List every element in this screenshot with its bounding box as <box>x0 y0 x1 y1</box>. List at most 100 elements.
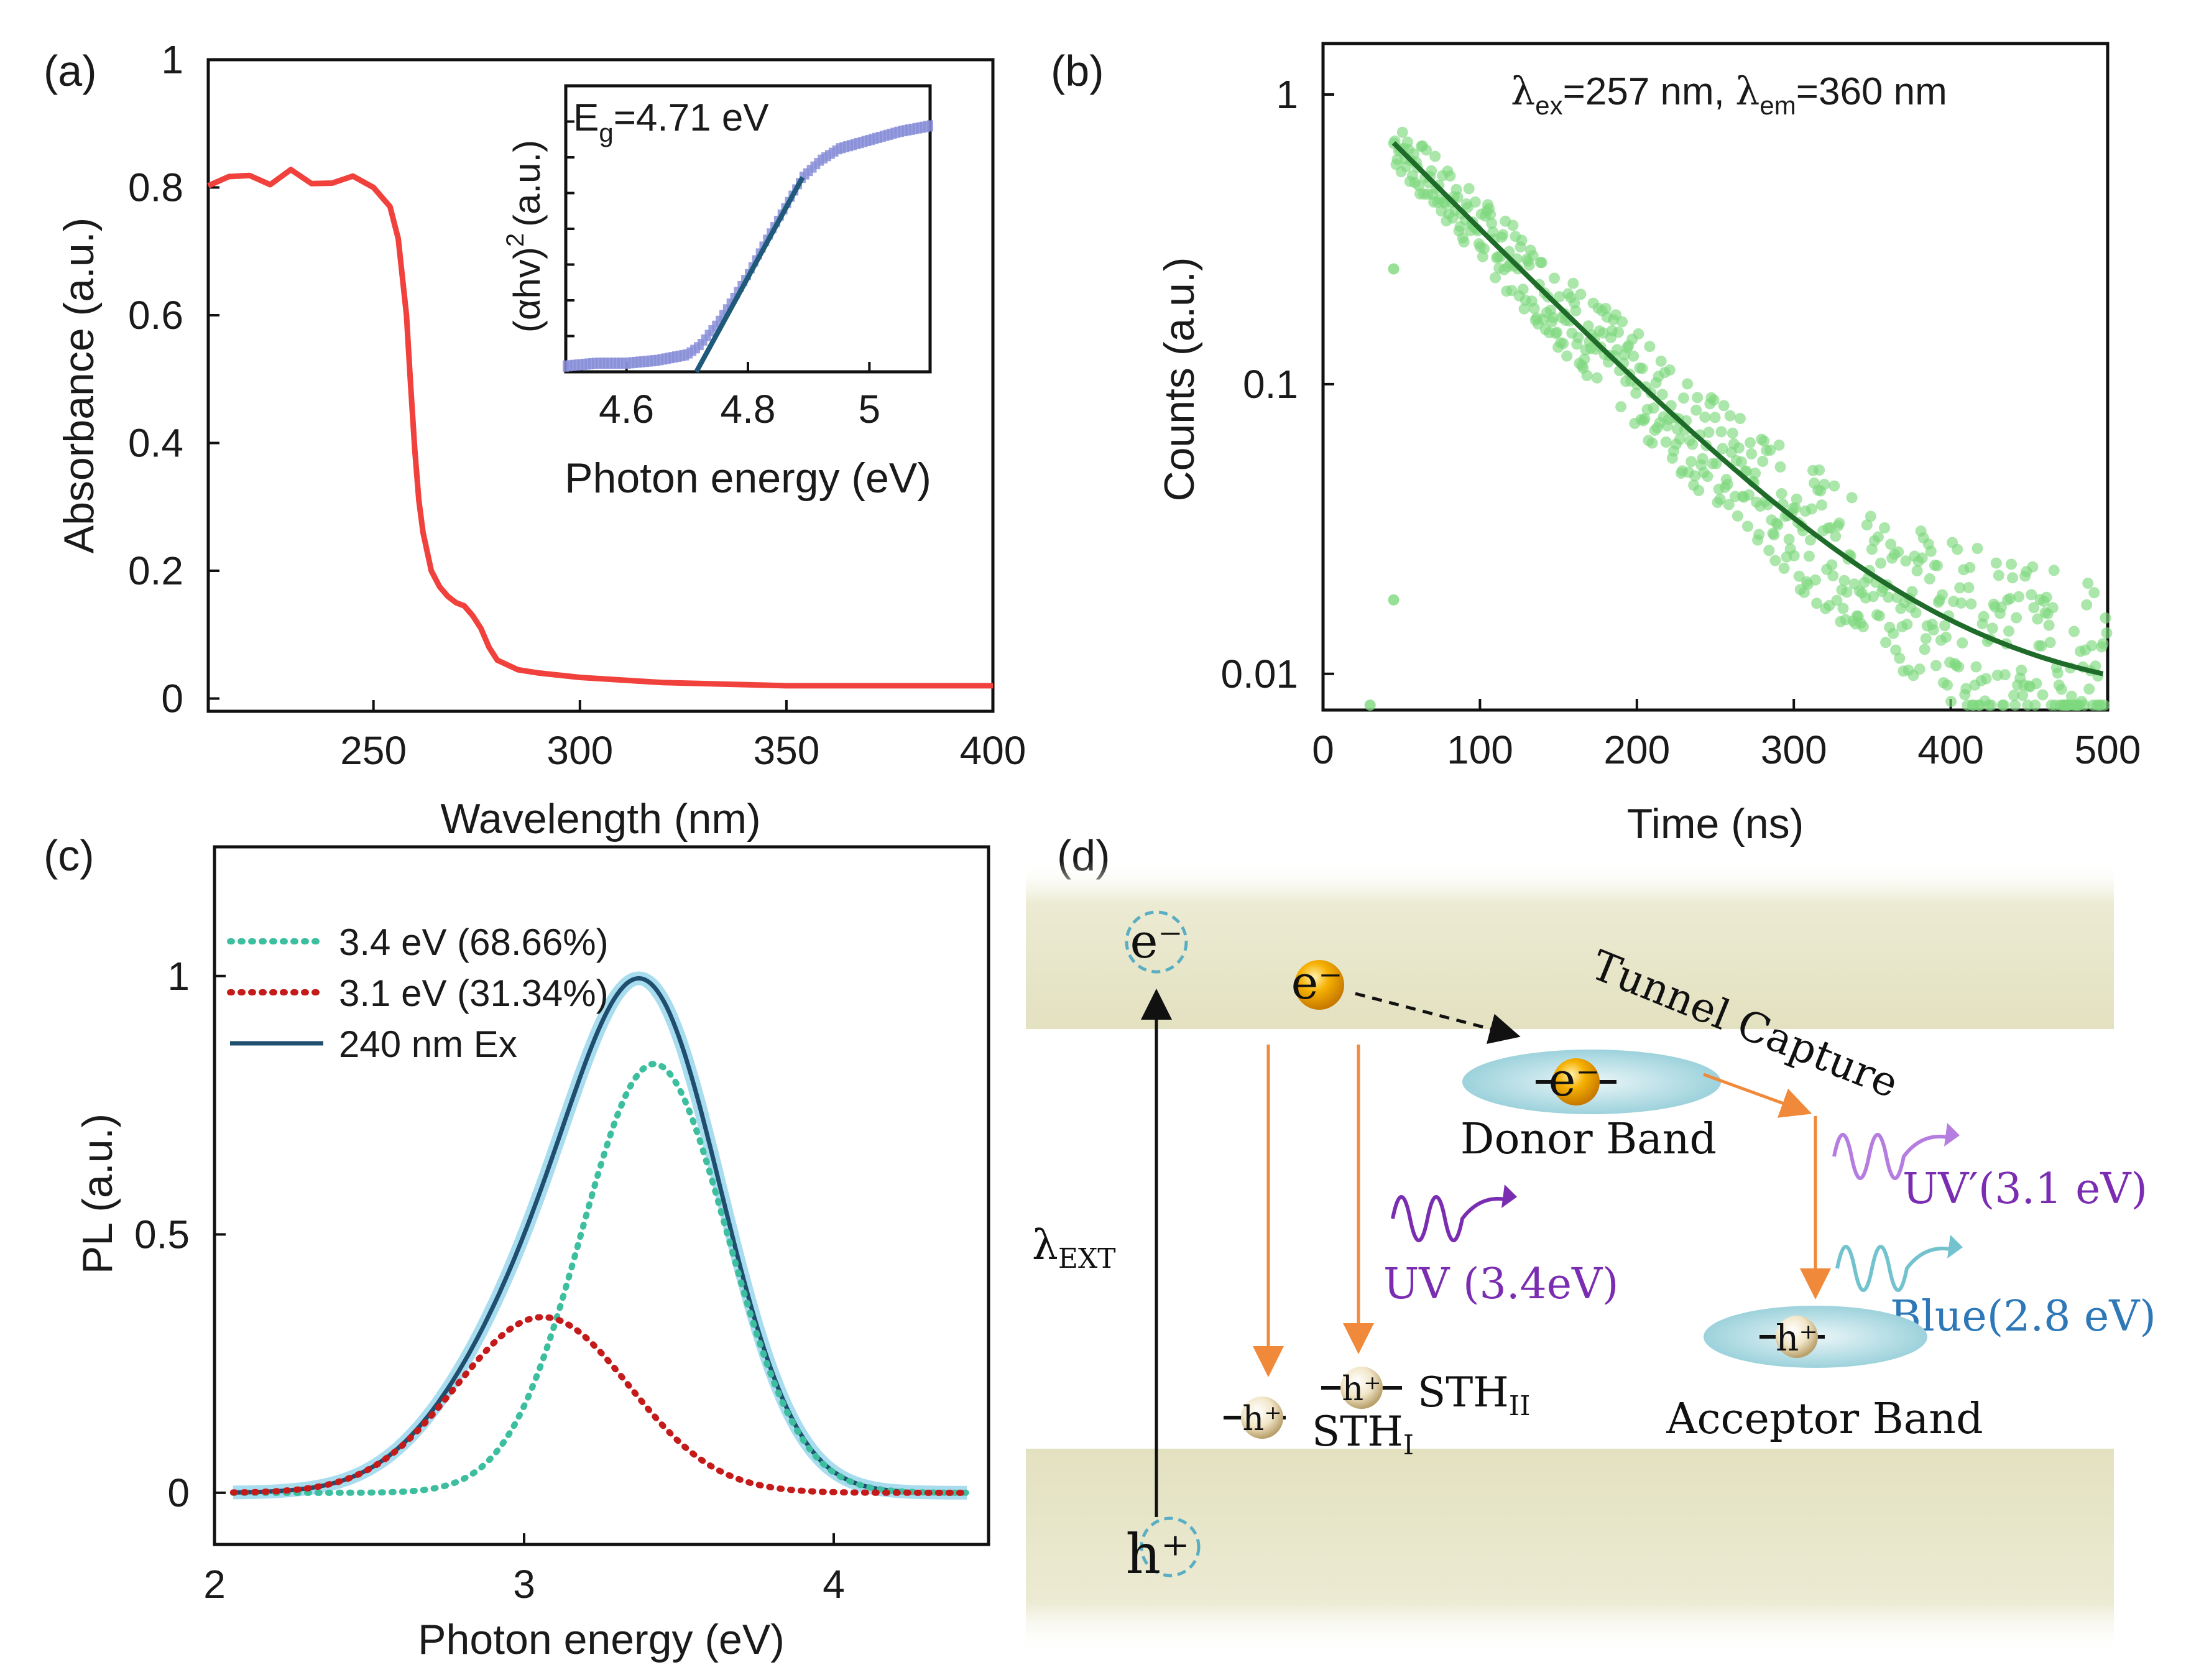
panel-b-data-point <box>1549 272 1560 284</box>
panel-b-data-point <box>1873 531 1884 543</box>
panel-b-data-point <box>1717 443 1728 455</box>
panel-b-data-point <box>1630 387 1642 399</box>
panel-b-data-point <box>1776 488 1787 499</box>
panel-b-data-point <box>2101 627 2113 639</box>
panel-b-axes-frame <box>1321 42 2110 712</box>
panel-b-data-point <box>2081 599 2093 611</box>
inset-frame <box>564 84 932 374</box>
inset-data-point <box>602 358 609 369</box>
panel-b-data-point <box>1995 601 2007 613</box>
inset-data-point <box>854 137 860 149</box>
inset-data-point <box>803 168 809 180</box>
inset-data-point <box>675 350 682 362</box>
panel-b-data-point <box>1458 236 1470 248</box>
inset-data-point <box>620 358 627 369</box>
inset-data-point <box>573 359 580 371</box>
panel-b-data-point <box>2016 665 2027 676</box>
panel-b-data-point <box>1575 288 1587 300</box>
panel-b-data-point <box>2011 612 2022 624</box>
panel-b-data-point <box>1875 557 1886 569</box>
panel-b-ylabel: Counts (a.u.) <box>1156 257 1203 501</box>
inset-data-point <box>872 132 879 144</box>
panel-b-data-point <box>1814 464 1825 476</box>
inset-data-point <box>595 358 602 369</box>
inset-data-point <box>617 358 624 369</box>
panel-c-series-3-1ev <box>229 1314 971 1496</box>
panel-b-data-point <box>2044 637 2056 648</box>
uv-wave-arrowhead <box>1501 1184 1517 1208</box>
inset-data-point <box>653 354 660 366</box>
panel-b-data-point <box>1690 404 1702 416</box>
panel-a-xlabel: Wavelength (nm) <box>440 795 760 842</box>
inset-data-point <box>923 121 930 132</box>
panel-b-data-point <box>1953 661 1965 673</box>
uv-label: UV (3.4eV) <box>1383 1260 1619 1309</box>
inset-data-point <box>716 315 722 327</box>
panel-b-data-point <box>2009 699 2021 711</box>
panel-b-data-point <box>1939 620 1950 632</box>
panel-b-data-point <box>2088 587 2100 599</box>
panel-b-data-point <box>1986 622 1998 634</box>
panel-b-data-point <box>2007 572 2018 584</box>
inset-data-point <box>566 360 573 372</box>
panel-b-data-point <box>1998 699 2009 711</box>
panel-b-data-point <box>1970 661 1982 673</box>
inset-data-point <box>632 356 639 368</box>
panel-b-data-point <box>1937 589 1948 601</box>
panel-b-data-point <box>1999 669 2011 681</box>
panel-b: (b) 0 100 200 300 400 500 0.01 0.1 1 λex=257 nm,… <box>1051 42 2141 847</box>
inset-data-point <box>916 122 923 134</box>
panel-b-data-point <box>2047 602 2059 614</box>
inset-ticks: 4.6 4.8 5 <box>566 120 880 432</box>
panel-a-xtick-label: 300 <box>546 728 613 773</box>
panel-a-xtick-label: 350 <box>754 728 820 773</box>
acceptor-hole-label: h⁺ <box>1776 1317 1818 1359</box>
panel-b-data-point <box>1613 326 1624 338</box>
panel-b-xtick-label: 100 <box>1447 727 1513 772</box>
panel-b-data-point <box>1527 250 1539 262</box>
panel-c-ticks: 2 3 4 0 0.5 1 <box>134 954 845 1607</box>
panel-b-data-point <box>1810 574 1821 586</box>
panel-b-label: (b) <box>1051 47 1104 95</box>
panel-b-xlabel: Time (ns) <box>1627 800 1804 847</box>
panel-b-xtick-label: 400 <box>1917 727 1984 772</box>
panel-b-data-point <box>1990 557 2002 569</box>
panel-b-data-point <box>1485 208 1496 220</box>
inset-data-point <box>614 358 620 369</box>
panel-c-axes-frame <box>213 845 990 1546</box>
panel-b-data-point <box>1561 350 1573 362</box>
panel-b-data-point <box>1648 402 1659 414</box>
sth2-hole <box>1340 1367 1383 1409</box>
panel-b-ytick-label: 0.1 <box>1243 362 1298 407</box>
panel-b-data-point <box>1557 338 1569 349</box>
panel-b-data-point <box>2082 578 2094 589</box>
inset-data-point <box>814 158 821 170</box>
inset-data-point <box>624 358 631 369</box>
panel-b-data-point <box>1408 148 1419 160</box>
inset-data-point <box>890 127 897 139</box>
panel-b-xtick-label: 500 <box>2075 727 2141 772</box>
panel-a-ytick-label: 0 <box>161 676 183 721</box>
conduction-electron-label: e⁻ <box>1291 956 1343 1010</box>
inset-data-point <box>843 141 850 152</box>
panel-b-data-point <box>1581 370 1593 381</box>
panel-b-data-point <box>1769 555 1781 566</box>
panel-b-data-point <box>1865 510 1876 522</box>
panel-b-data-point <box>2090 660 2101 672</box>
panel-b-data-point <box>1826 559 1838 571</box>
sth1-label: STHI <box>1312 1408 1414 1461</box>
inset-data-point <box>570 359 576 371</box>
panel-b-data-point <box>1914 663 1925 675</box>
panel-b-data-point <box>1523 259 1535 271</box>
panel-b-data-point <box>1656 389 1668 400</box>
panel-b-data-point <box>1957 637 1968 649</box>
panel-a-absorbance-line <box>207 167 993 689</box>
panel-b-data-point <box>2004 593 2016 604</box>
panel-b-data-point <box>1639 413 1651 425</box>
inset-ylabel: (αhv)2(a.u.) <box>502 140 548 333</box>
panel-b-data-point <box>1964 561 1976 573</box>
panel-a: (a) 250 300 350 400 0 0.2 0.4 0.6 0.8 1 Wavelengt… <box>44 37 1026 842</box>
panel-b-data-point <box>1993 570 2004 581</box>
panel-b-data-point <box>1791 493 1802 505</box>
inset-data-point <box>646 355 653 367</box>
